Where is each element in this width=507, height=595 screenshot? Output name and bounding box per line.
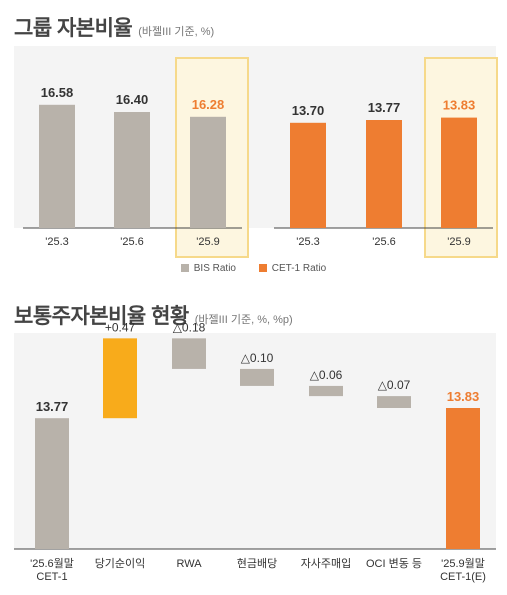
legend-label-bis: BIS Ratio bbox=[193, 263, 236, 274]
bis-tick-label: '25.6 bbox=[120, 236, 144, 248]
waterfall-bar bbox=[103, 338, 137, 419]
bis-bar bbox=[114, 112, 150, 228]
cet1-tick-label: '25.9 bbox=[447, 236, 471, 248]
legend-item-cet1: CET-1 Ratio bbox=[258, 263, 327, 274]
cet1-value-label: 13.83 bbox=[443, 98, 476, 113]
capital-ratio-subtitle: (바젤III 기준, %) bbox=[138, 26, 215, 38]
bis-value-label: 16.28 bbox=[192, 97, 225, 112]
waterfall-value-label: 13.83 bbox=[447, 389, 480, 404]
waterfall-bar bbox=[446, 408, 480, 549]
bis-tick-label: '25.3 bbox=[45, 236, 69, 248]
waterfall-tick-label: 현금배당 bbox=[237, 557, 277, 570]
legend-swatch-bis bbox=[180, 264, 189, 272]
waterfall-tick-label: '25.9월말 bbox=[441, 557, 485, 570]
waterfall-value-label: 13.77 bbox=[36, 399, 69, 414]
waterfall-tick-label: CET-1(E) bbox=[440, 571, 486, 583]
legend: BIS Ratio CET-1 Ratio bbox=[0, 263, 507, 274]
waterfall-bar bbox=[35, 418, 69, 549]
cet1-bar bbox=[366, 120, 402, 228]
waterfall-bar bbox=[309, 385, 343, 397]
waterfall-bar bbox=[377, 396, 411, 408]
waterfall-tick-label: 자사주매입 bbox=[301, 557, 352, 570]
waterfall-value-label: △0.06 bbox=[310, 368, 343, 382]
bis-tick-label: '25.9 bbox=[196, 236, 220, 248]
waterfall-value-label: △0.10 bbox=[241, 351, 274, 365]
cet1-tick-label: '25.6 bbox=[372, 236, 396, 248]
cet1-value-label: 13.77 bbox=[368, 100, 401, 115]
legend-swatch-cet1 bbox=[258, 264, 267, 272]
bis-bar bbox=[190, 116, 226, 228]
waterfall-value-label: +0.47 bbox=[105, 320, 136, 334]
capital-ratio-title-text: 그룹 자본비율 bbox=[14, 17, 133, 40]
bis-value-label: 16.58 bbox=[41, 85, 74, 100]
legend-label-cet1: CET-1 Ratio bbox=[271, 263, 327, 274]
chart1-background bbox=[14, 46, 496, 228]
waterfall-tick-label: OCI 변동 등 bbox=[366, 557, 422, 570]
waterfall-tick-label: 당기순이익 bbox=[95, 557, 146, 570]
waterfall-tick-label: RWA bbox=[176, 558, 202, 570]
cet1-tick-label: '25.3 bbox=[296, 236, 320, 248]
waterfall-tick-label: CET-1 bbox=[36, 571, 67, 583]
cet1-value-label: 13.70 bbox=[292, 103, 325, 118]
waterfall-bar bbox=[172, 338, 206, 369]
cet1-bar bbox=[290, 122, 326, 228]
waterfall-value-label: △0.18 bbox=[173, 320, 206, 334]
cet1-status-subtitle: (바젤III 기준, %, %p) bbox=[194, 314, 293, 326]
waterfall-value-label: △0.07 bbox=[378, 378, 411, 392]
waterfall-bar bbox=[240, 368, 274, 386]
cet1-bar bbox=[441, 117, 477, 228]
legend-item-bis: BIS Ratio bbox=[180, 263, 236, 274]
bis-value-label: 16.40 bbox=[116, 92, 149, 107]
cet1-status-title-text: 보통주자본비율 현황 bbox=[14, 305, 189, 328]
cet1-status-title: 보통주자본비율 현황 (바젤III 기준, %, %p) bbox=[14, 300, 293, 330]
bis-bar bbox=[39, 104, 75, 228]
waterfall-tick-label: '25.6월말 bbox=[30, 557, 74, 570]
capital-ratio-title: 그룹 자본비율 (바젤III 기준, %) bbox=[14, 12, 214, 42]
